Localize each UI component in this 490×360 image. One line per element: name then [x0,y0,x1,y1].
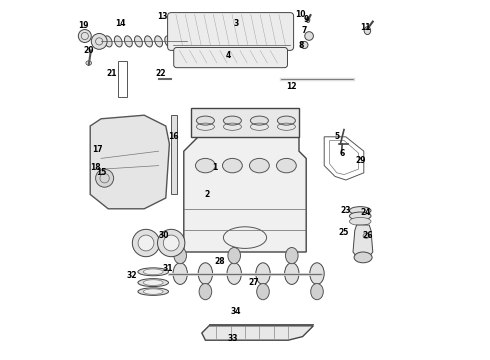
Ellipse shape [257,284,270,300]
Text: 8: 8 [298,41,303,50]
Text: 5: 5 [334,132,340,141]
Ellipse shape [138,268,169,276]
Ellipse shape [145,36,152,47]
Text: 10: 10 [295,10,306,19]
Bar [171,115,176,194]
Text: 1: 1 [212,163,217,172]
Ellipse shape [104,36,112,47]
Ellipse shape [86,61,92,65]
Ellipse shape [138,288,169,295]
Text: 21: 21 [106,69,117,78]
Polygon shape [90,115,170,209]
Text: 12: 12 [287,82,297,91]
Ellipse shape [349,207,371,215]
Text: 19: 19 [78,21,88,30]
Polygon shape [184,133,306,252]
Text: 15: 15 [96,168,106,177]
Ellipse shape [227,263,242,284]
Ellipse shape [286,248,298,264]
Text: 27: 27 [249,278,259,287]
Text: 14: 14 [116,19,126,28]
Circle shape [132,229,160,257]
Text: 18: 18 [90,163,101,172]
Text: 16: 16 [168,132,178,141]
Text: 26: 26 [362,231,373,240]
Ellipse shape [310,263,324,284]
Ellipse shape [138,279,169,287]
Ellipse shape [196,116,215,125]
Text: 2: 2 [205,190,210,199]
Text: 6: 6 [340,149,345,158]
Ellipse shape [196,158,215,173]
Text: 25: 25 [339,228,349,237]
Text: 31: 31 [162,264,173,273]
Ellipse shape [143,289,163,294]
Ellipse shape [277,116,295,125]
Ellipse shape [354,252,372,263]
Ellipse shape [276,158,296,173]
Text: 29: 29 [355,156,366,165]
Ellipse shape [228,248,241,264]
Text: 20: 20 [83,46,94,55]
Ellipse shape [173,263,187,284]
Text: 17: 17 [92,145,103,154]
Ellipse shape [198,263,213,284]
Polygon shape [353,225,373,259]
Circle shape [78,30,91,42]
Text: 13: 13 [157,12,168,21]
Circle shape [305,32,314,40]
Circle shape [138,235,154,251]
Text: 4: 4 [226,51,231,60]
Text: 24: 24 [360,208,371,217]
Circle shape [96,169,114,187]
Text: 3: 3 [233,19,239,28]
Ellipse shape [222,158,242,173]
Bar [118,61,127,97]
FancyBboxPatch shape [168,13,294,50]
Ellipse shape [143,280,163,285]
Ellipse shape [175,36,183,47]
Circle shape [157,229,185,257]
Ellipse shape [363,233,369,238]
Ellipse shape [155,36,163,47]
Text: 7: 7 [302,26,307,35]
Ellipse shape [306,17,310,23]
Ellipse shape [364,27,370,35]
Ellipse shape [223,116,242,125]
FancyBboxPatch shape [174,48,288,68]
Text: 33: 33 [227,334,238,343]
Circle shape [91,33,107,49]
Ellipse shape [174,248,187,264]
Ellipse shape [256,263,270,284]
Polygon shape [202,326,314,340]
Polygon shape [191,108,299,137]
Text: 28: 28 [215,256,225,266]
Ellipse shape [114,36,122,47]
Ellipse shape [124,36,132,47]
Ellipse shape [165,36,172,47]
Text: 22: 22 [155,69,166,78]
Text: 23: 23 [341,206,351,215]
Ellipse shape [199,284,212,300]
Text: 32: 32 [126,271,137,280]
Ellipse shape [349,212,371,220]
Ellipse shape [311,284,323,300]
Circle shape [163,235,179,251]
Ellipse shape [285,263,299,284]
Ellipse shape [135,36,143,47]
Ellipse shape [250,116,269,125]
Text: 11: 11 [360,23,371,32]
Ellipse shape [143,269,163,275]
Ellipse shape [349,217,371,225]
Text: 30: 30 [159,231,169,240]
Text: 9: 9 [304,15,309,24]
Ellipse shape [249,158,270,173]
Circle shape [301,41,308,49]
Text: 34: 34 [231,307,241,316]
